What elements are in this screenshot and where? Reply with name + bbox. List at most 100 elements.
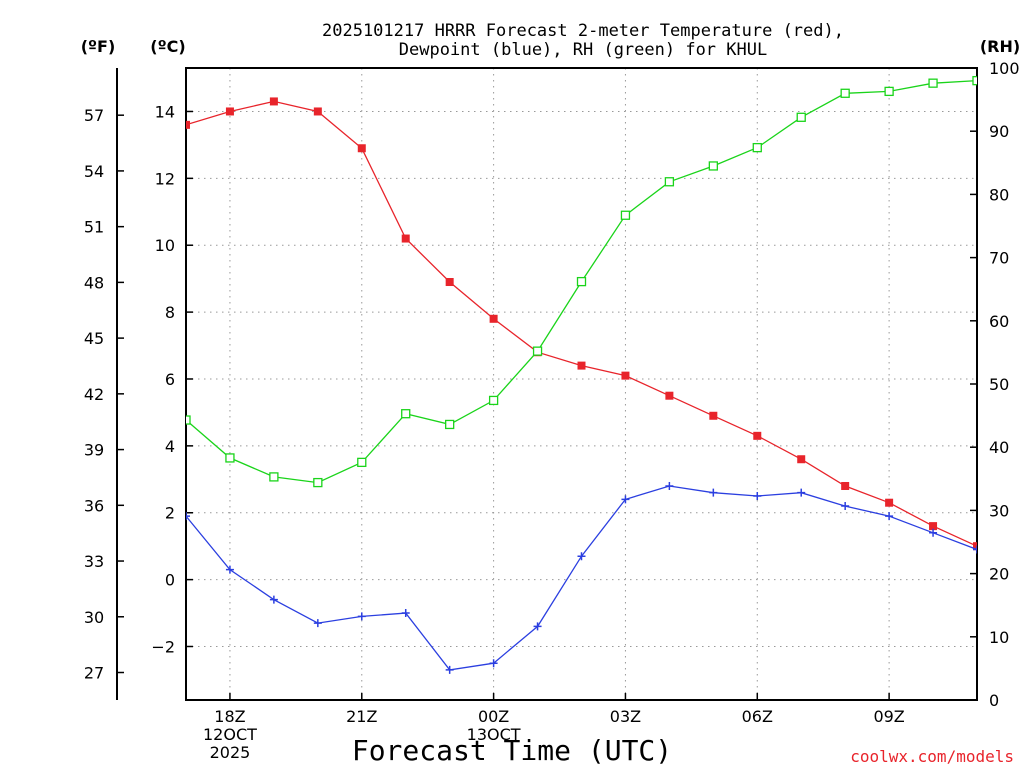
rh-tick-label: 70	[989, 249, 1009, 268]
celsius-tick-label: −2	[151, 637, 175, 656]
temperature-point	[357, 144, 366, 153]
dewpoint-point	[313, 619, 322, 628]
temperature-point	[665, 391, 674, 400]
fahrenheit-tick-label: 48	[84, 273, 104, 292]
fahrenheit-tick-label: 27	[84, 664, 104, 683]
rh-tick-label: 20	[989, 565, 1009, 584]
dewpoint-point	[841, 502, 850, 511]
rh-tick-label: 50	[989, 375, 1009, 394]
temperature-point	[269, 97, 278, 106]
x-tick-label: 00Z	[478, 707, 509, 726]
temperature-point	[709, 411, 718, 420]
temperature-point	[929, 522, 938, 531]
dewpoint-point	[709, 488, 718, 497]
rh-point	[796, 112, 806, 122]
rh-tick-label: 100	[989, 59, 1020, 78]
fahrenheit-tick-label: 57	[84, 106, 104, 125]
grid-lines	[186, 68, 977, 700]
dewpoint-point	[621, 495, 630, 504]
rh-unit-label: (RH)	[980, 37, 1020, 56]
temperature-point	[186, 120, 190, 129]
rh-point	[313, 477, 323, 488]
fahrenheit-tick-label: 45	[84, 329, 104, 348]
dewpoint-line	[186, 485, 977, 671]
rh-point	[664, 177, 675, 187]
rh-point	[445, 419, 455, 430]
series	[186, 75, 977, 674]
temperature-point	[577, 361, 586, 370]
dewpoint-point	[797, 488, 806, 497]
rh-point	[884, 86, 894, 97]
temperature-line	[186, 100, 977, 547]
temperature-point	[225, 107, 234, 116]
dewpoint-point	[489, 659, 498, 668]
rh-tick-label: 10	[989, 628, 1009, 647]
x-tick-label: 21Z	[346, 707, 377, 726]
temperature-point	[753, 431, 762, 440]
temperature-point	[973, 542, 977, 551]
celsius-unit-label: (ºC)	[150, 37, 185, 56]
x-tick-label: 09Z	[873, 707, 904, 726]
rh-point	[972, 75, 977, 86]
rh-tick-label: 90	[989, 122, 1009, 141]
rh-point	[488, 395, 499, 406]
rh-tick-label: 30	[989, 501, 1009, 520]
temperature-point	[885, 498, 894, 507]
dewpoint-point	[929, 528, 938, 537]
celsius-tick-label: 14	[155, 102, 175, 121]
x-tick-label: 2025	[210, 743, 251, 762]
temperature-point	[313, 107, 322, 116]
fahrenheit-tick-label: 39	[84, 441, 104, 460]
celsius-tick-label: 0	[165, 571, 175, 590]
rh-point	[752, 142, 762, 153]
fahrenheit-tick-label: 54	[84, 162, 104, 181]
celsius-tick-label: 12	[155, 169, 175, 188]
rh-point	[620, 210, 631, 220]
celsius-tick-label: 2	[165, 504, 175, 523]
fahrenheit-unit-label: (ºF)	[81, 37, 116, 56]
celsius-tick-label: 8	[165, 303, 175, 322]
axes: 27 30 33 36 39 42 45 48 51 54 57 −2 0 2 4 6 8 10 12 14 0 10 20…	[84, 59, 1020, 762]
x-tick-label: 12OCT	[203, 725, 257, 744]
temperature-point	[445, 278, 454, 287]
dewpoint-point	[269, 595, 278, 604]
dewpoint-point	[665, 481, 674, 490]
dewpoint-point	[753, 492, 762, 501]
credit-label: coolwx.com/models	[850, 747, 1014, 766]
dewpoint-point	[445, 665, 454, 674]
rh-tick-label: 0	[989, 691, 999, 710]
dewpoint-point	[225, 565, 234, 574]
dewpoint-point	[533, 622, 542, 631]
dewpoint-point	[973, 545, 977, 554]
celsius-tick-label: 4	[165, 437, 175, 456]
temperature-point	[841, 481, 850, 490]
fahrenheit-tick-label: 51	[84, 218, 104, 237]
temperature-point	[621, 371, 630, 380]
x-tick-label: 18Z	[214, 707, 245, 726]
rh-point	[708, 161, 718, 171]
x-tick-label: 06Z	[742, 707, 773, 726]
x-axis-title: Forecast Time (UTC)	[352, 734, 672, 767]
rh-tick-label: 40	[989, 438, 1009, 457]
temperature-point	[401, 234, 410, 243]
dewpoint-point	[357, 612, 366, 621]
rh-point	[269, 472, 279, 482]
dewpoint-point	[885, 512, 894, 521]
rh-point	[532, 346, 543, 356]
plot-frame	[185, 67, 978, 701]
celsius-tick-label: 10	[155, 236, 175, 255]
rh-point	[576, 276, 587, 287]
chart-title-line1: 2025101217 HRRR Forecast 2-meter Tempera…	[322, 21, 844, 41]
dewpoint-point	[186, 512, 190, 521]
rh-point	[928, 78, 938, 88]
dewpoint-point	[577, 552, 586, 561]
rh-tick-label: 60	[989, 312, 1009, 331]
dewpoint-point	[401, 609, 410, 618]
fahrenheit-tick-label: 36	[84, 496, 104, 515]
rh-tick-label: 80	[989, 185, 1009, 204]
fahrenheit-tick-label: 33	[84, 552, 104, 571]
rh-point	[186, 415, 191, 425]
fahrenheit-tick-label: 30	[84, 608, 104, 627]
rh-point	[401, 409, 411, 419]
